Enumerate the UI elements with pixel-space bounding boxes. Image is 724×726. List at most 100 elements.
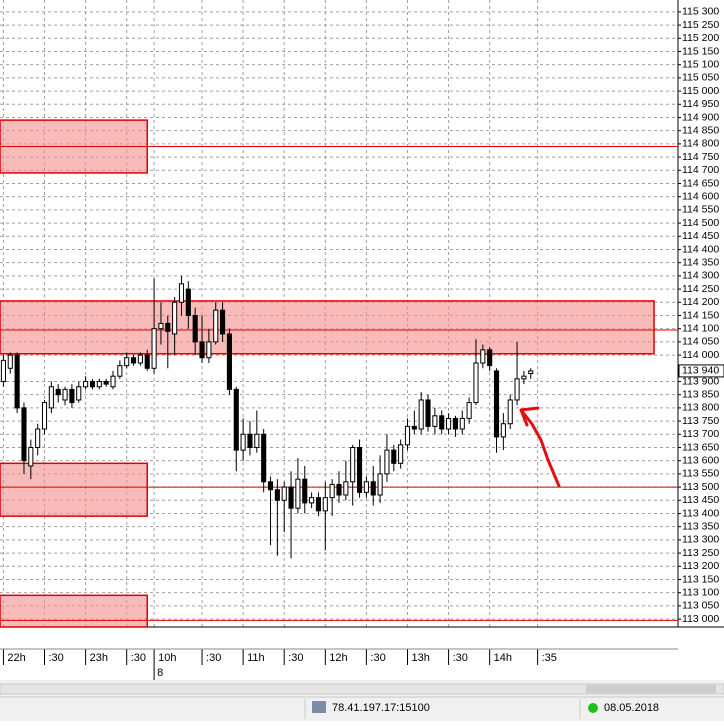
y-tick-label: 114 800 [682,138,719,150]
scroll-thumb[interactable] [586,685,716,693]
y-tick-label: 113 450 [682,494,719,506]
candle-body [309,497,315,504]
candle-body [254,433,260,448]
candle-body [165,322,171,332]
candle-body [466,402,472,419]
candle-body [267,481,274,491]
candle-body [247,433,253,448]
y-tick-label: 113 250 [682,547,719,559]
y-tick-label: 114 100 [682,322,719,334]
candle-body [356,446,363,493]
y-tick-label: 114 300 [682,270,719,282]
y-tick-label: 113 650 [682,441,719,453]
network-icon [312,701,326,713]
candle-body [425,399,431,427]
candle-body [172,301,178,335]
y-tick-label: 113 550 [682,468,719,480]
y-tick-label: 114 700 [682,164,719,176]
candle-body [261,433,267,483]
y-tick-label: 114 350 [682,256,719,268]
candle-body [48,386,54,409]
scrollbar[interactable] [0,683,724,695]
y-tick-label: 115 150 [682,45,719,57]
status-date: 08.05.2018 [604,702,659,714]
y-tick-label: 113 900 [682,375,719,387]
y-tick-label: 115 250 [682,19,719,31]
candle-body [21,407,27,462]
candle-body [89,380,96,388]
y-tick-label: 113 350 [682,520,719,532]
x-tick-label: :35 [542,652,557,664]
y-tick-label: 114 850 [682,124,719,136]
candle-body [377,473,383,496]
candle-body [103,380,109,385]
y-tick-label: 114 400 [682,243,719,255]
y-tick-label: 114 650 [682,177,719,189]
y-tick-label: 113 700 [682,428,719,440]
candle-body [521,375,527,380]
candle-body [35,428,41,448]
zone [0,462,148,517]
candle-body [28,446,34,467]
candle-body [83,380,89,388]
candle-body [404,425,411,446]
candle-body [432,415,438,427]
y-tick-label: 113 800 [682,402,719,414]
candle-body [76,386,82,401]
x-tick-label: 11h [247,652,265,664]
candle-body [295,478,301,509]
y-tick-label: 115 200 [682,32,719,44]
zone [0,300,655,355]
y-tick-label: 114 550 [682,204,719,216]
x-tick-label: 14h [494,652,512,664]
candle-body [398,444,404,464]
candle-body [452,417,458,430]
zone [0,594,148,628]
candle-body [473,362,479,404]
candle-body [62,388,68,401]
candle-body [288,486,294,509]
last-price-label: 113 940 [682,365,719,377]
candle-body [213,309,219,343]
y-tick-label: 113 100 [682,586,719,598]
y-tick-label: 114 900 [682,111,719,123]
candle-body [487,349,493,367]
candle-body [315,497,322,512]
candle-body [480,349,486,364]
candle-body [137,354,143,364]
candle-body [144,354,150,369]
y-tick-label: 114 250 [682,283,719,295]
candle-body [500,423,506,438]
candle-body [130,357,137,364]
candle-body [274,489,280,501]
candle-body [240,433,246,451]
x-tick-label: 13h [411,652,429,664]
x-tick-label: 23h [90,652,108,664]
candle-body [514,378,520,401]
candle-body [322,497,328,512]
y-tick-label: 113 200 [682,560,719,572]
x-tick-label: :30 [370,652,385,664]
x-tick-label: :30 [206,652,221,664]
last-price-box [678,364,724,378]
candle-body [302,478,308,504]
annotation-arrow [519,406,561,488]
candle-body [226,333,232,390]
candle-body [363,481,369,493]
candle-body [439,415,445,430]
candle-body [69,388,75,404]
candle-body [528,370,534,375]
candle-body [110,375,116,388]
y-tick-label: 113 400 [682,507,719,519]
y-tick-label: 114 950 [682,98,719,110]
y-tick-label: 114 600 [682,190,719,202]
x-tick-label: :30 [131,652,146,664]
candle-body [199,341,205,359]
candle-body [350,446,356,483]
y-tick-label: 113 600 [682,454,719,466]
x-tick-label: 10h [158,652,176,664]
date-label: 8 [157,667,163,679]
y-tick-label: 115 000 [682,85,719,97]
x-tick-label: :30 [49,652,64,664]
status-indicator [588,703,598,713]
